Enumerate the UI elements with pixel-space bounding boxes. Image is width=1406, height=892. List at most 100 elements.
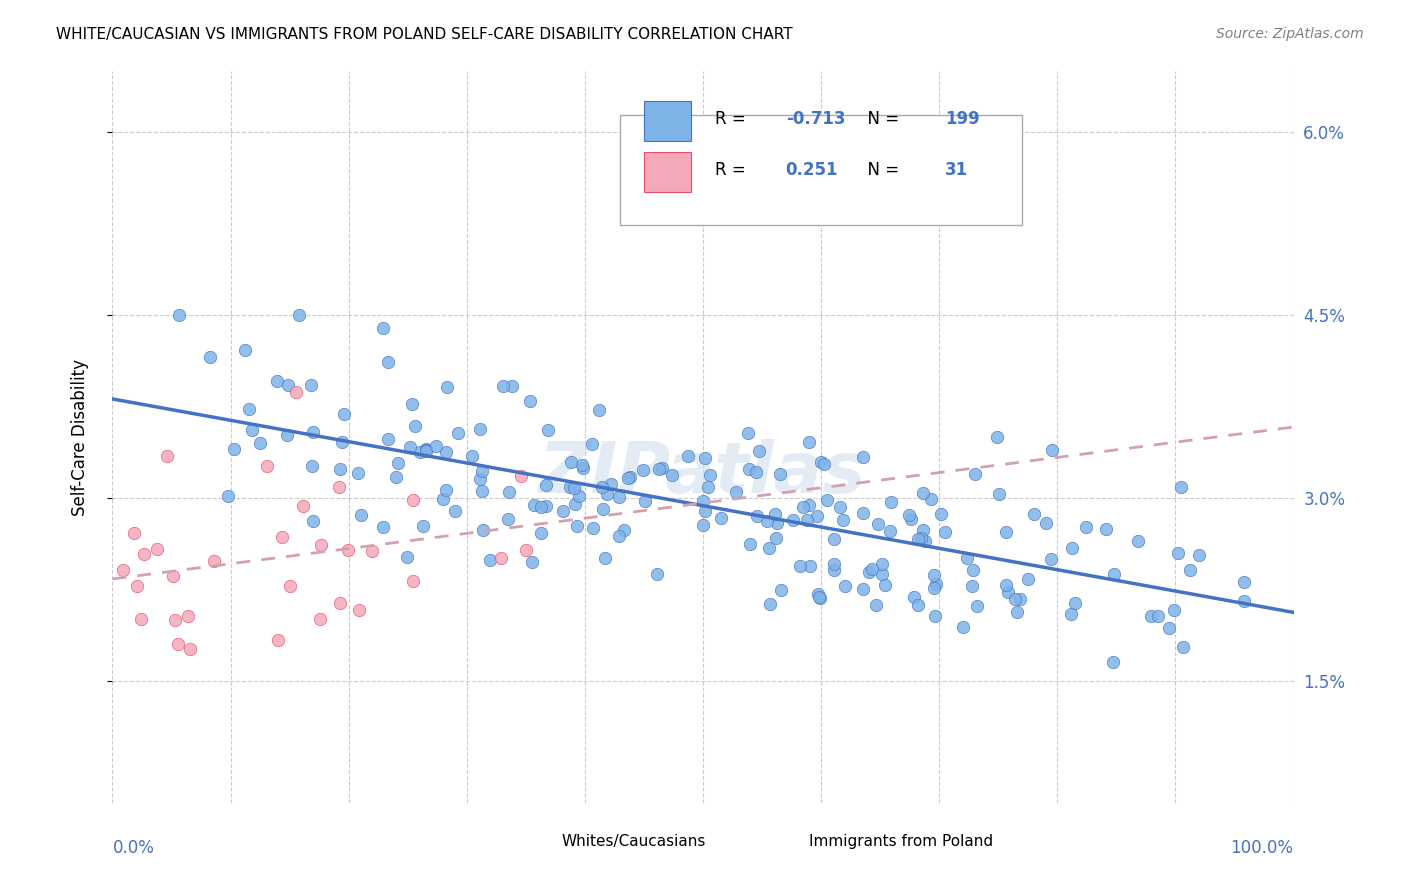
- Point: [1157, 621, 1180, 635]
- Text: 199: 199: [945, 110, 980, 128]
- Point: [852, 450, 875, 465]
- Text: 31: 31: [945, 161, 969, 179]
- Point: [860, 562, 883, 576]
- Point: [387, 456, 409, 470]
- Point: [529, 500, 551, 515]
- Point: [162, 569, 184, 583]
- Point: [966, 599, 988, 613]
- Point: [385, 469, 408, 483]
- Point: [907, 533, 929, 547]
- Point: [567, 518, 589, 533]
- Point: [1163, 603, 1185, 617]
- Point: [1039, 551, 1062, 566]
- Point: [765, 531, 787, 545]
- Point: [266, 374, 288, 388]
- Point: [377, 354, 399, 368]
- Point: [1017, 572, 1039, 586]
- Point: [496, 512, 519, 526]
- Point: [288, 309, 311, 323]
- Point: [986, 429, 1008, 443]
- Point: [349, 602, 371, 616]
- Point: [903, 590, 925, 604]
- Point: [571, 458, 593, 472]
- Text: 0.251: 0.251: [786, 161, 838, 179]
- Point: [866, 516, 889, 531]
- Point: [415, 443, 437, 458]
- Point: [873, 577, 896, 591]
- Point: [920, 491, 942, 506]
- Point: [291, 499, 314, 513]
- Point: [125, 578, 148, 592]
- Point: [870, 557, 893, 571]
- Point: [595, 487, 617, 501]
- Point: [328, 480, 350, 494]
- Point: [432, 491, 454, 506]
- Point: [238, 402, 260, 417]
- Point: [796, 513, 818, 527]
- Point: [924, 608, 946, 623]
- Point: [872, 567, 894, 582]
- Point: [377, 432, 399, 446]
- Point: [256, 458, 278, 473]
- Point: [1005, 605, 1028, 619]
- FancyBboxPatch shape: [644, 152, 692, 192]
- Point: [336, 542, 359, 557]
- Point: [617, 471, 640, 485]
- Point: [834, 578, 856, 592]
- Point: [412, 518, 434, 533]
- Point: [725, 484, 748, 499]
- Point: [1178, 563, 1201, 577]
- Point: [371, 320, 394, 334]
- Point: [997, 585, 1019, 599]
- Point: [799, 558, 821, 573]
- Point: [661, 467, 683, 482]
- Point: [907, 598, 929, 612]
- Point: [634, 494, 657, 508]
- Point: [202, 554, 225, 568]
- Point: [471, 483, 494, 498]
- Point: [510, 469, 533, 483]
- Point: [593, 550, 616, 565]
- Text: Whites/Caucasians: Whites/Caucasians: [561, 834, 706, 849]
- Point: [789, 558, 811, 573]
- Point: [737, 425, 759, 440]
- Point: [361, 544, 384, 558]
- Point: [995, 578, 1018, 592]
- Point: [823, 558, 845, 572]
- Point: [285, 385, 308, 400]
- Text: WHITE/CAUCASIAN VS IMMIGRANTS FROM POLAND SELF-CARE DISABILITY CORRELATION CHART: WHITE/CAUCASIAN VS IMMIGRANTS FROM POLAN…: [56, 27, 793, 42]
- Point: [925, 577, 948, 591]
- Point: [738, 537, 761, 551]
- Point: [568, 489, 591, 503]
- Point: [1102, 567, 1125, 582]
- Point: [301, 458, 323, 473]
- Point: [792, 500, 814, 514]
- Point: [224, 442, 246, 456]
- Point: [1173, 640, 1195, 655]
- Point: [240, 423, 263, 437]
- Point: [398, 440, 420, 454]
- Point: [852, 582, 875, 596]
- Point: [536, 500, 558, 514]
- Point: [534, 477, 557, 491]
- Point: [808, 591, 831, 605]
- Point: [461, 449, 484, 463]
- Point: [810, 455, 832, 469]
- Point: [415, 443, 437, 458]
- Point: [914, 534, 936, 549]
- Point: [911, 523, 934, 537]
- Point: [329, 462, 352, 476]
- Point: [1022, 507, 1045, 521]
- Point: [960, 579, 983, 593]
- Point: [699, 468, 721, 483]
- Point: [912, 486, 935, 500]
- Point: [645, 567, 668, 582]
- Point: [523, 498, 546, 512]
- Point: [1040, 443, 1063, 458]
- Point: [156, 449, 179, 463]
- Point: [965, 467, 987, 482]
- Point: [166, 637, 188, 651]
- Point: [371, 520, 394, 534]
- Point: [129, 612, 152, 626]
- Point: [112, 563, 135, 577]
